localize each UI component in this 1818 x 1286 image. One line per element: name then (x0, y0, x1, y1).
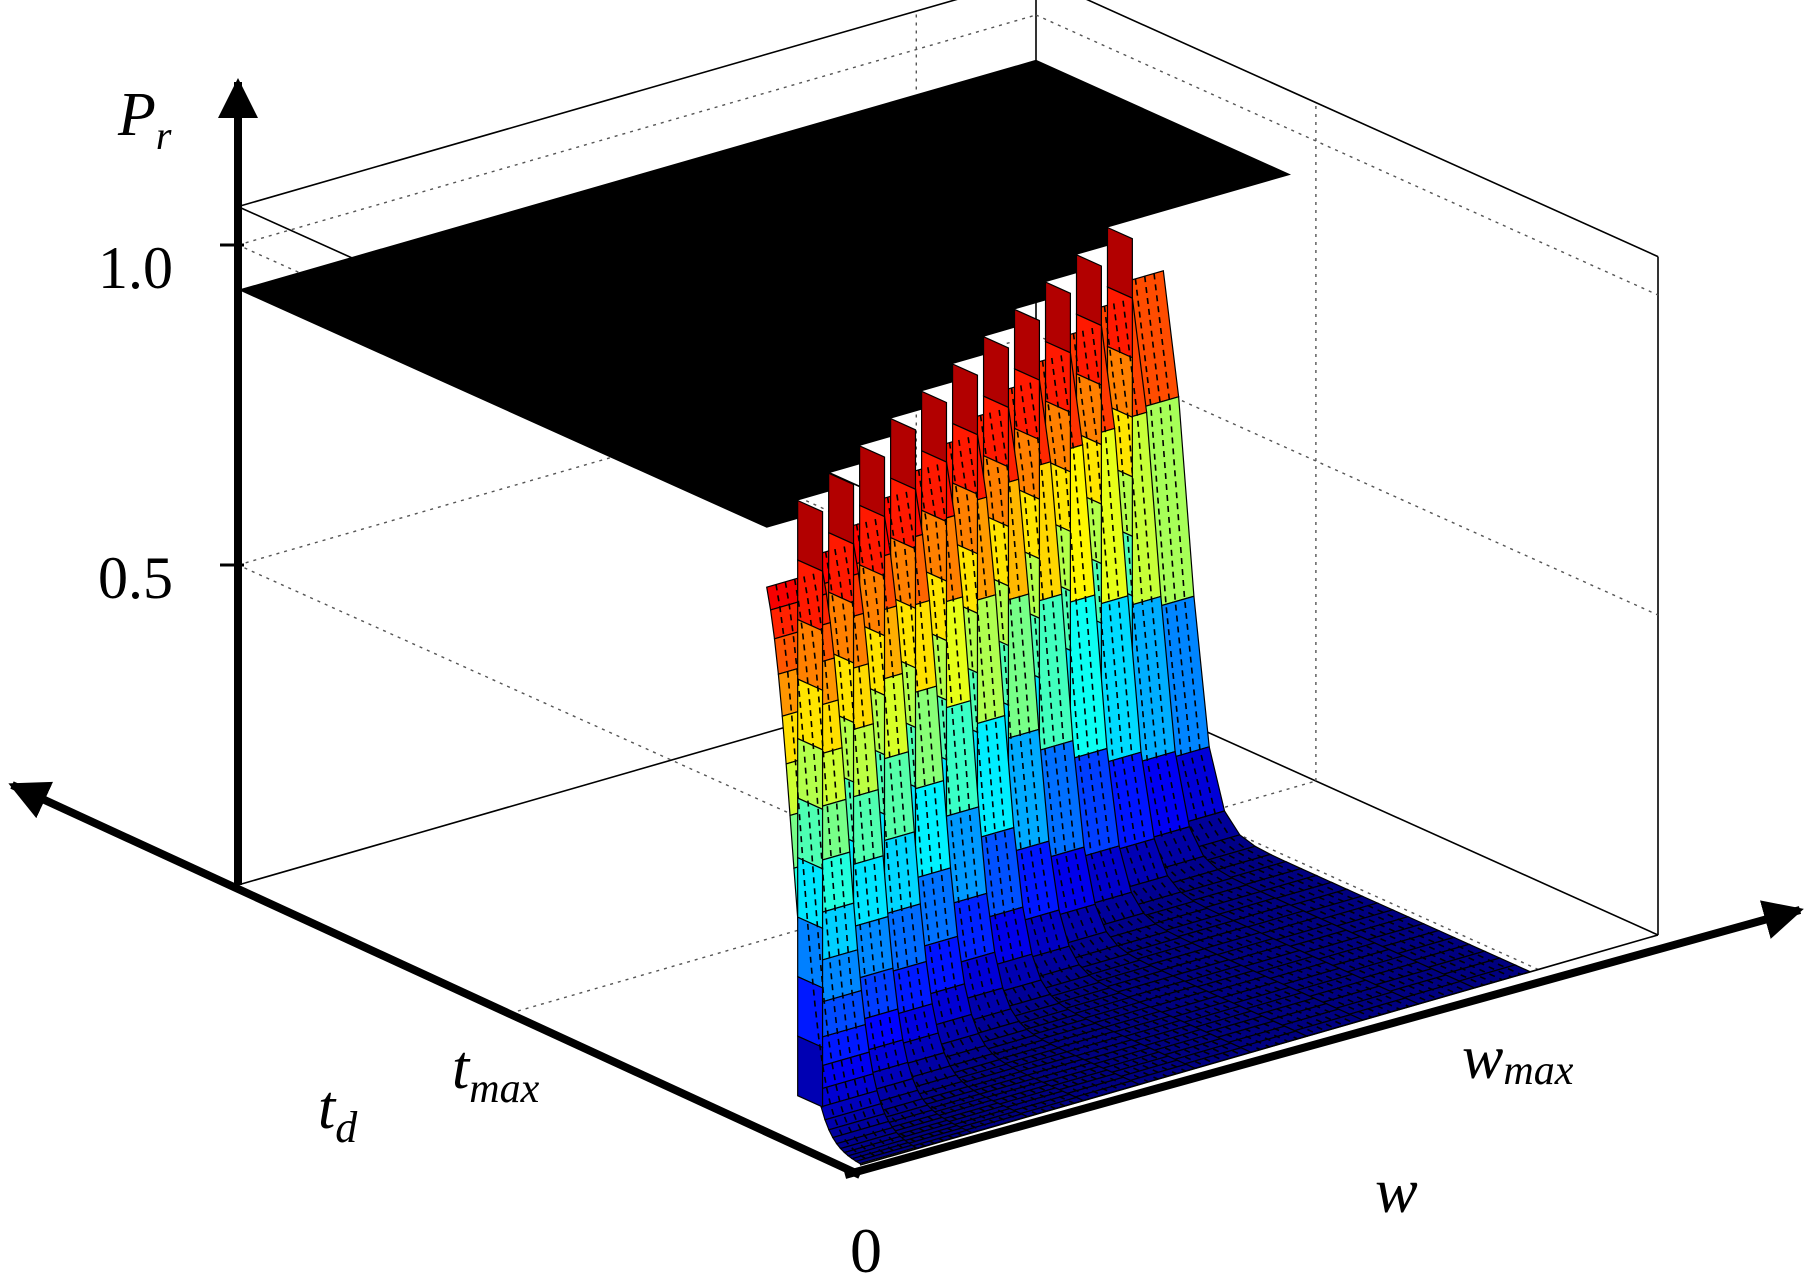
surface-hatch (1010, 387, 1280, 1045)
surface-hatch (1041, 360, 1336, 1029)
surface-hatch (1103, 306, 1447, 997)
surface-hatch (992, 393, 1261, 1051)
box-edge (237, 0, 958, 208)
surface-plateau (238, 59, 1292, 528)
surface-hatch (784, 581, 880, 1159)
surface-wall (797, 856, 824, 930)
surface-wall (797, 1035, 824, 1108)
surface-wall (797, 916, 824, 989)
surface-hatch (1091, 327, 1410, 1008)
surface-hatch (1060, 355, 1354, 1024)
t-tick-label-tmax: tmax (452, 1034, 540, 1112)
w-tick-label-0: 0 (850, 1215, 882, 1286)
w-tick-label-wmax: wmax (1462, 1024, 1574, 1094)
z-tick-label-05: 0.5 (98, 545, 173, 611)
t-axis-label: td (318, 1074, 358, 1152)
grid-line (237, 564, 861, 846)
surface-hatch (936, 464, 1131, 1088)
surface-hatch (1050, 357, 1345, 1027)
surface-hatch (843, 546, 963, 1137)
grid-line (1035, 14, 1659, 296)
surface-hatch (824, 551, 945, 1142)
surface-wall (982, 335, 1010, 409)
grid-line (517, 780, 1317, 1012)
surface-hatch (874, 519, 1019, 1121)
surface-wall (828, 472, 855, 545)
surface-facet (854, 1144, 918, 1165)
surface-hatch (1072, 333, 1391, 1013)
surface-wall (797, 499, 824, 573)
z-axis-label: Pr (117, 81, 172, 158)
surface-hatch (812, 573, 907, 1151)
surface (238, 59, 1533, 1165)
t-axis-arrow (8, 781, 862, 1179)
surface-wall (859, 444, 886, 518)
grid-line (237, 334, 1037, 566)
surface-hatch (1134, 278, 1503, 981)
surface-hatch (1029, 382, 1298, 1040)
surface-wall (797, 797, 824, 870)
surface-wall (1013, 308, 1041, 382)
z-tick-label-1: 1.0 (98, 235, 173, 301)
w-axis-arrow (843, 900, 1804, 1179)
surface-hatch (1001, 390, 1270, 1048)
surface-wall (920, 390, 948, 463)
surface-hatch (775, 584, 870, 1162)
surface-hatch (855, 524, 1000, 1126)
surface-hatch (803, 576, 898, 1154)
surface-hatch (1063, 336, 1382, 1016)
surface-hatch (1122, 300, 1466, 992)
surface-hatch (865, 521, 1010, 1123)
surface-wall (797, 737, 824, 811)
surface-wall (890, 417, 917, 491)
surface-hatch (793, 578, 889, 1157)
box-edge (859, 934, 1659, 1166)
box-edge (1086, 0, 1659, 258)
surface-hatch (1020, 385, 1289, 1043)
surface-hatch (927, 467, 1122, 1091)
surface-wall (1075, 253, 1102, 327)
surface-hatch (1112, 303, 1457, 994)
ticks (220, 243, 244, 567)
surface-hatch (1081, 330, 1401, 1011)
axes-box-front (859, 934, 1659, 1166)
surface-wall (797, 618, 824, 692)
grid-line (237, 14, 1037, 246)
surface-hatch (1143, 276, 1513, 978)
surface-wall (951, 363, 979, 436)
surface-hatch (917, 469, 1112, 1094)
surface-wall (1106, 226, 1133, 300)
surface-wall (1044, 281, 1072, 354)
surface-hatch (1153, 273, 1522, 976)
surface-hatch (834, 549, 954, 1139)
w-axis-label: w (1375, 1155, 1418, 1226)
surface-hatch (1054, 338, 1373, 1019)
